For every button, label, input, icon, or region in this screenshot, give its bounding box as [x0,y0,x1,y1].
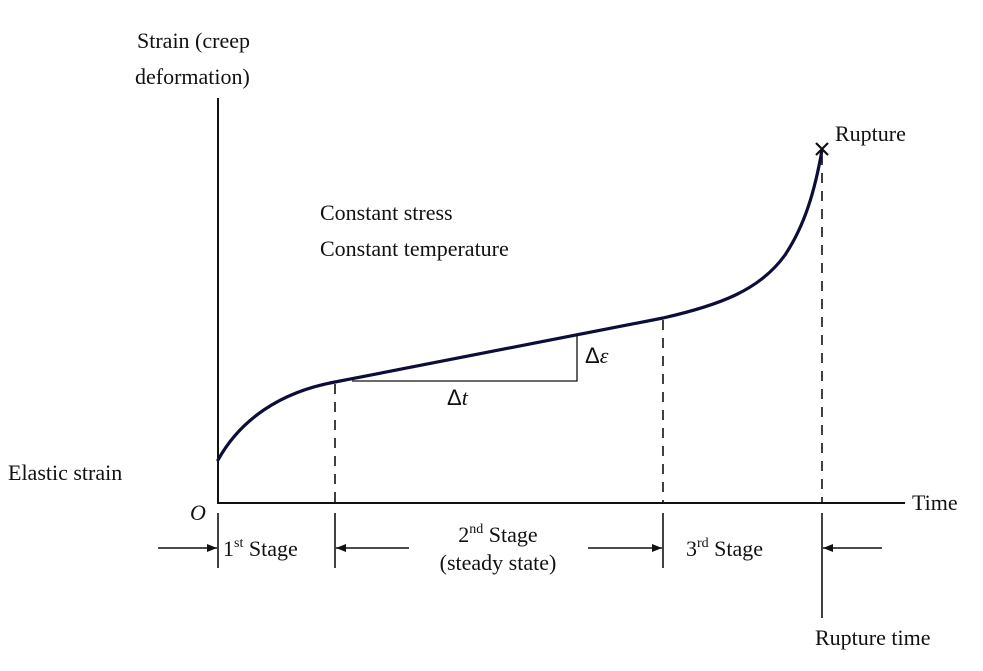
rupture-time-label: Rupture time [815,625,931,650]
elastic-strain-label: Elastic strain [8,460,123,485]
stage-1-label: 1st Stage [223,536,298,561]
stage-2-sublabel: (steady state) [439,550,557,575]
y-axis-label-line1: Strain (creep [137,28,250,53]
slope-triangle [352,334,578,382]
stage-2-label: 2nd Stage [458,522,538,547]
rupture-x-icon [815,142,829,156]
x-axis-label: Time [912,490,958,515]
stage-3-label: 3rd Stage [686,536,764,561]
condition-stress: Constant stress [320,200,453,225]
y-axis-label-line2: deformation) [135,64,250,89]
delta-epsilon-label: Δε [585,343,609,368]
condition-temperature: Constant temperature [320,236,509,261]
origin-label: O [190,500,206,525]
delta-t-label: Δt [447,385,468,410]
rupture-label: Rupture [835,121,906,146]
creep-curve [216,148,824,462]
